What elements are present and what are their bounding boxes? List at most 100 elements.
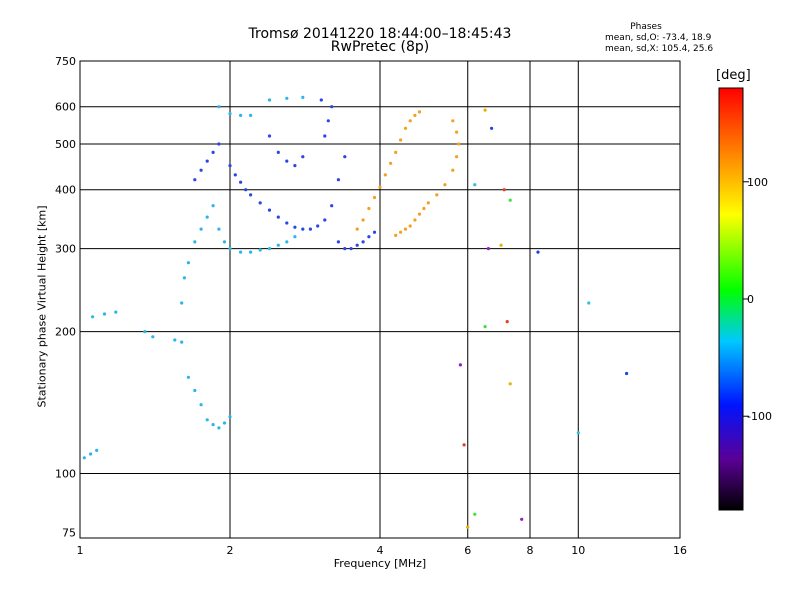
data-point (222, 240, 227, 244)
data-point (180, 340, 184, 344)
data-point (143, 330, 147, 334)
data-point (89, 452, 93, 456)
data-point (394, 233, 398, 237)
data-point (193, 240, 197, 244)
data-point (508, 382, 512, 386)
data-point (403, 126, 408, 130)
data-point (483, 108, 487, 112)
data-point (180, 301, 184, 305)
data-point (316, 224, 320, 228)
y-tick-label: 400 (55, 184, 76, 197)
data-point (349, 247, 353, 251)
phases-heading: Phases (630, 22, 662, 32)
data-point (199, 168, 203, 172)
data-point (285, 159, 289, 163)
data-point (455, 155, 459, 159)
data-point (343, 155, 347, 159)
phases-o-stats: mean, sd,O: -73.4, 18.9 (605, 33, 712, 43)
data-point (151, 335, 155, 339)
data-point (408, 119, 412, 123)
data-point (249, 250, 253, 254)
y-tick-label: 300 (55, 243, 76, 256)
y-axis-label: Stationary phase Virtual Height [km] (35, 205, 49, 408)
data-point (625, 371, 629, 376)
colorbar (718, 87, 744, 511)
x-tick-label: 1 (77, 544, 84, 557)
data-point (355, 243, 359, 247)
data-point (372, 195, 377, 200)
data-point (451, 119, 455, 123)
colorbar-ticks: 100 0 -100 (743, 176, 772, 423)
data-point (258, 201, 262, 205)
data-point (483, 325, 487, 329)
data-point (394, 150, 398, 154)
data-point (587, 301, 591, 305)
data-point (505, 320, 509, 324)
data-point (244, 188, 248, 192)
data-point (458, 363, 462, 367)
data-point (233, 173, 237, 177)
data-point (173, 338, 177, 342)
data-point (372, 230, 377, 234)
data-point (499, 243, 503, 247)
data-point (422, 206, 426, 211)
data-point (301, 155, 305, 159)
data-point (426, 201, 430, 205)
data-point (82, 456, 86, 460)
data-point (205, 215, 209, 219)
data-point (355, 227, 359, 231)
data-point (456, 142, 461, 146)
data-point (205, 159, 209, 163)
data-point (228, 415, 232, 419)
data-point (276, 150, 280, 154)
data-point (361, 240, 365, 244)
axis-ticks: 1 2 4 6 8 10 16 75 100 200 300 400 500 600 750 (55, 55, 687, 557)
data-point (182, 276, 186, 280)
data-point (249, 193, 253, 197)
colorbar-tick-label: 0 (747, 293, 754, 306)
data-point (466, 525, 470, 529)
data-point (258, 248, 262, 252)
data-point (486, 247, 490, 251)
data-point (249, 113, 253, 117)
data-point (91, 315, 95, 319)
data-point (490, 126, 494, 130)
data-point (276, 215, 280, 219)
data-point (211, 150, 215, 154)
colorbar-unit-label: [deg] (716, 68, 751, 83)
data-point (217, 142, 221, 146)
data-point (343, 247, 347, 251)
y-tick-label: 200 (55, 326, 76, 339)
data-point (276, 243, 280, 247)
x-tick-label: 8 (527, 544, 534, 557)
data-point (293, 164, 297, 168)
data-point (211, 204, 215, 208)
data-point (508, 198, 512, 202)
data-point (205, 418, 209, 422)
colorbar-tick-label: -100 (747, 410, 772, 423)
data-point (330, 105, 334, 109)
plot-frame (79, 60, 681, 539)
data-point (520, 517, 524, 521)
data-point (301, 227, 305, 231)
data-point (293, 225, 297, 229)
data-point (199, 403, 203, 407)
data-point (186, 261, 190, 265)
phases-x-stats: mean, sd,X: 105.4, 25.6 (605, 44, 714, 54)
chart-subtitle: RwPretec (8p) (330, 39, 430, 55)
y-tick-label: 500 (55, 138, 76, 151)
data-point (228, 112, 232, 116)
data-point (417, 110, 422, 114)
data-point (222, 421, 227, 425)
data-point (536, 250, 540, 254)
data-point (211, 423, 215, 427)
data-point (95, 448, 99, 452)
x-tick-label: 2 (227, 544, 234, 557)
data-point (435, 193, 439, 197)
y-tick-label: 75 (62, 526, 76, 539)
data-point (383, 173, 387, 177)
data-point (217, 105, 221, 109)
x-tick-label: 10 (571, 544, 585, 557)
data-point (285, 221, 289, 225)
